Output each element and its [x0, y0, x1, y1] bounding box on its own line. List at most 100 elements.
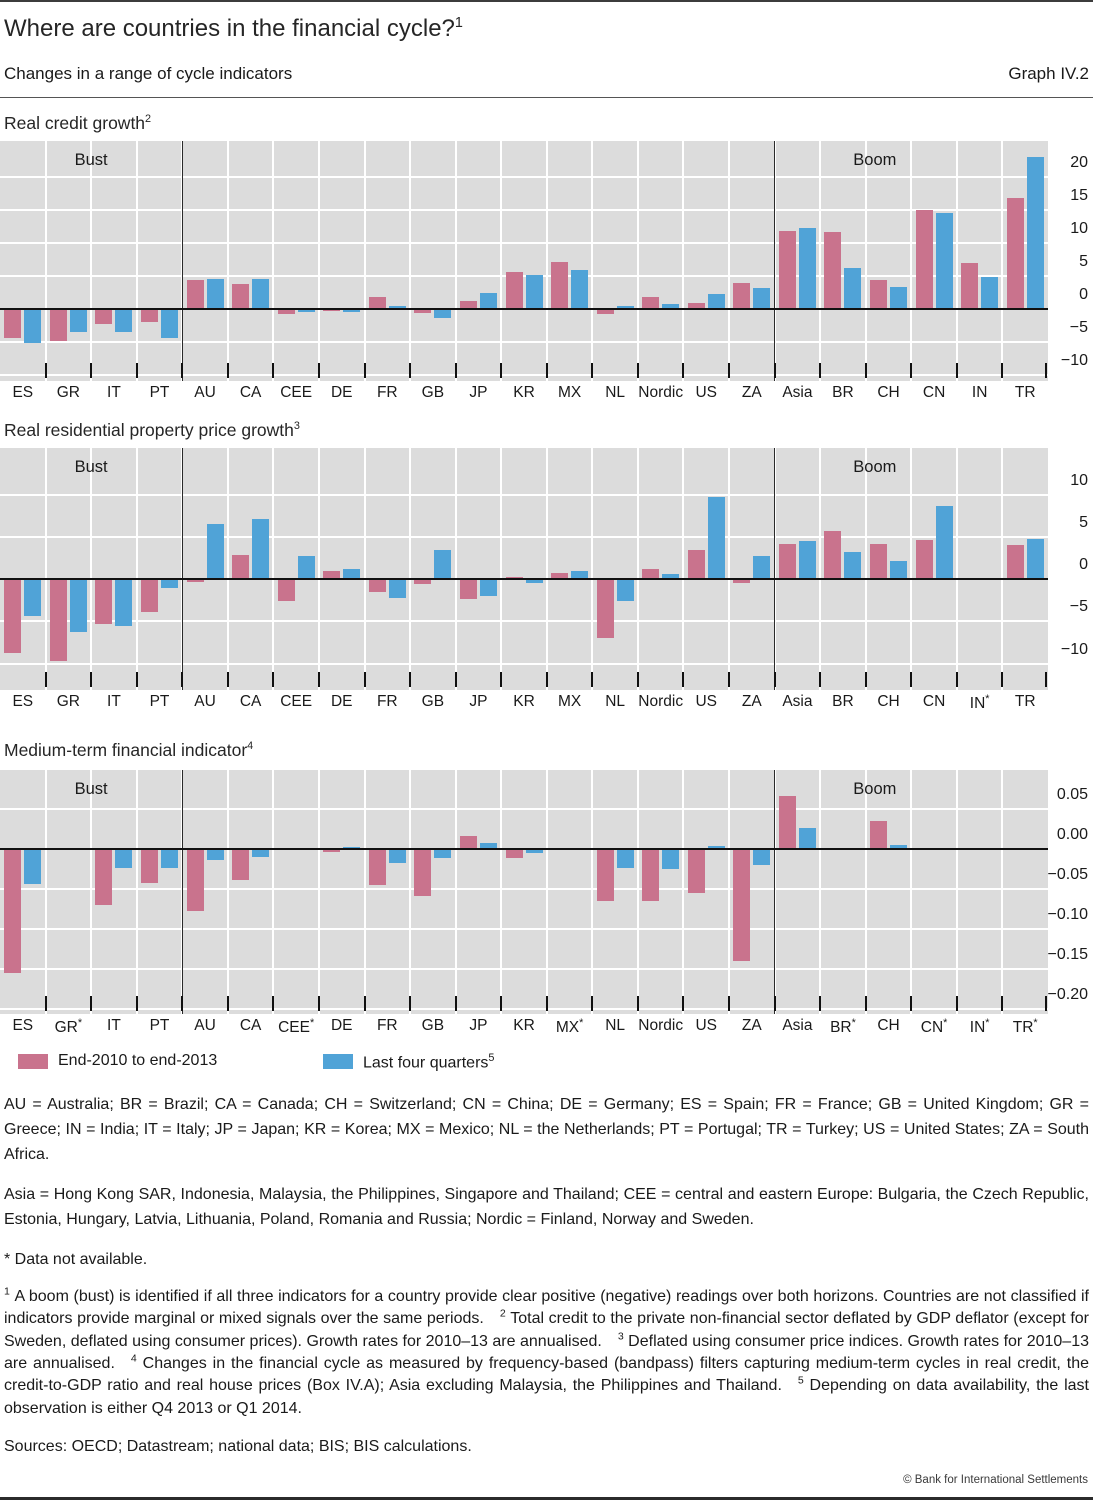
bar-end2010-2013	[505, 272, 523, 310]
x-gridline	[728, 141, 731, 381]
category-label: CN	[922, 384, 946, 401]
panel-title-footnote-marker: 3	[293, 420, 300, 433]
bar-last-four-quarters	[434, 550, 452, 580]
x-gridline	[90, 141, 93, 381]
category-label: GB	[421, 693, 445, 710]
category-label: CN*	[920, 1017, 948, 1037]
category-label: CEE	[280, 384, 313, 401]
category-label: ES	[12, 1017, 34, 1034]
x-gridline	[955, 448, 958, 690]
x-axis: ES GR IT PT AU CA CEE DE FR GB JP KR MX NL Nordic US ZA A…	[0, 690, 1048, 714]
zone-separator	[181, 770, 183, 1014]
y-gridline	[0, 275, 1048, 278]
bar-last-four-quarters	[115, 309, 133, 332]
category-label: AU	[194, 693, 216, 710]
category-label: NL	[605, 693, 626, 710]
bar-end2010-2013	[1006, 198, 1024, 310]
panel-title-text: Real residential property price growth	[4, 420, 294, 440]
x-tick	[773, 996, 776, 1011]
y-tick-label: 5	[1079, 253, 1088, 271]
data-not-available-marker: *	[985, 1017, 990, 1029]
y-tick-label: 0	[1079, 556, 1088, 574]
bar-last-four-quarters	[935, 506, 953, 580]
x-gridline	[226, 770, 229, 1014]
bar-last-four-quarters	[525, 849, 543, 854]
x-tick	[317, 363, 320, 378]
x-tick	[44, 363, 47, 378]
x-tick	[363, 672, 366, 687]
category-label: ZA	[741, 384, 762, 401]
x-gridline	[226, 141, 229, 381]
legend-label-end2010-2013: End-2010 to end-2013	[58, 1052, 218, 1069]
bar-last-four-quarters	[616, 849, 634, 868]
bust-zone-label: Bust	[74, 151, 108, 169]
bar-end2010-2013	[140, 309, 158, 322]
category-label: US	[695, 1017, 718, 1034]
bar-last-four-quarters	[571, 269, 589, 310]
country-abbreviations: AU = Australia; BR = Brazil; CA = Canada…	[4, 1096, 1089, 1163]
category-label: CN	[922, 693, 946, 710]
footnote-marker: 1	[4, 1285, 10, 1298]
bar-last-four-quarters	[434, 309, 452, 318]
bar-end2010-2013	[4, 849, 22, 974]
x-gridline	[500, 141, 503, 381]
x-axis: ES GR IT PT AU CA CEE DE FR GB JP KR MX NL Nordic US ZA A…	[0, 381, 1048, 405]
bar-last-four-quarters	[1026, 156, 1044, 310]
y-tick-label: 20	[1070, 154, 1088, 172]
bar-end2010-2013	[140, 579, 158, 613]
bar-end2010-2013	[642, 297, 660, 310]
bar-end2010-2013	[323, 849, 341, 852]
x-tick	[135, 996, 138, 1011]
x-tick	[955, 363, 958, 378]
bar-last-four-quarters	[297, 556, 315, 580]
bar-last-four-quarters	[388, 849, 406, 863]
x-gridline	[545, 448, 548, 690]
bar-last-four-quarters	[981, 277, 999, 310]
y-gridline	[0, 374, 1048, 377]
bar-last-four-quarters	[890, 845, 908, 850]
chart-medium-term-indicator: Bust Boom 0.05 0.00 −0.05 −0.10 −0.15 −0.20	[0, 770, 1093, 1014]
y-axis: 20 15 10 5 0 −5 −10	[1048, 141, 1093, 381]
bar-last-four-quarters	[935, 212, 953, 310]
y-tick-label: −0.05	[1047, 866, 1088, 884]
bar-last-four-quarters	[388, 306, 406, 310]
legend: End-2010 to end-2013 Last four quarters5	[0, 1052, 1093, 1072]
legend-label-text: Last four quarters	[363, 1054, 489, 1072]
y-gridline	[0, 888, 1048, 891]
x-gridline	[1001, 448, 1004, 690]
top-rule	[0, 0, 1093, 2]
legend-footnote-marker: 5	[488, 1052, 495, 1064]
category-label: GR	[56, 693, 80, 710]
page-title-text: Where are countries in the financial cyc…	[4, 15, 455, 42]
x-tick	[591, 996, 594, 1011]
x-tick	[181, 996, 184, 1011]
bar-last-four-quarters	[662, 849, 680, 870]
header-rule	[0, 97, 1093, 98]
x-gridline	[728, 770, 731, 1014]
data-not-available-marker: *	[985, 693, 990, 705]
bar-end2010-2013	[368, 579, 386, 592]
x-gridline	[819, 141, 822, 381]
bar-end2010-2013	[733, 579, 751, 584]
footnotes: 1 A boom (bust) is identified if all thr…	[4, 1285, 1090, 1417]
bar-end2010-2013	[459, 301, 477, 310]
category-label: CA	[239, 384, 262, 401]
category-label: ZA	[741, 693, 762, 710]
category-label: IN*	[969, 1017, 990, 1037]
x-tick	[682, 996, 685, 1011]
x-gridline	[454, 141, 457, 381]
category-label: JP	[469, 384, 488, 401]
boom-zone-label: Boom	[853, 151, 897, 169]
bar-last-four-quarters	[1026, 538, 1044, 580]
bar-end2010-2013	[687, 550, 705, 580]
x-gridline	[272, 448, 275, 690]
x-gridline	[454, 448, 457, 690]
category-label: Nordic	[638, 1017, 684, 1034]
bar-end2010-2013	[414, 579, 432, 585]
bar-end2010-2013	[186, 849, 204, 911]
legend-swatch-last-four-quarters	[323, 1054, 353, 1069]
x-gridline	[819, 448, 822, 690]
x-tick	[864, 672, 867, 687]
x-tick	[135, 672, 138, 687]
y-tick-label: 10	[1070, 220, 1088, 238]
